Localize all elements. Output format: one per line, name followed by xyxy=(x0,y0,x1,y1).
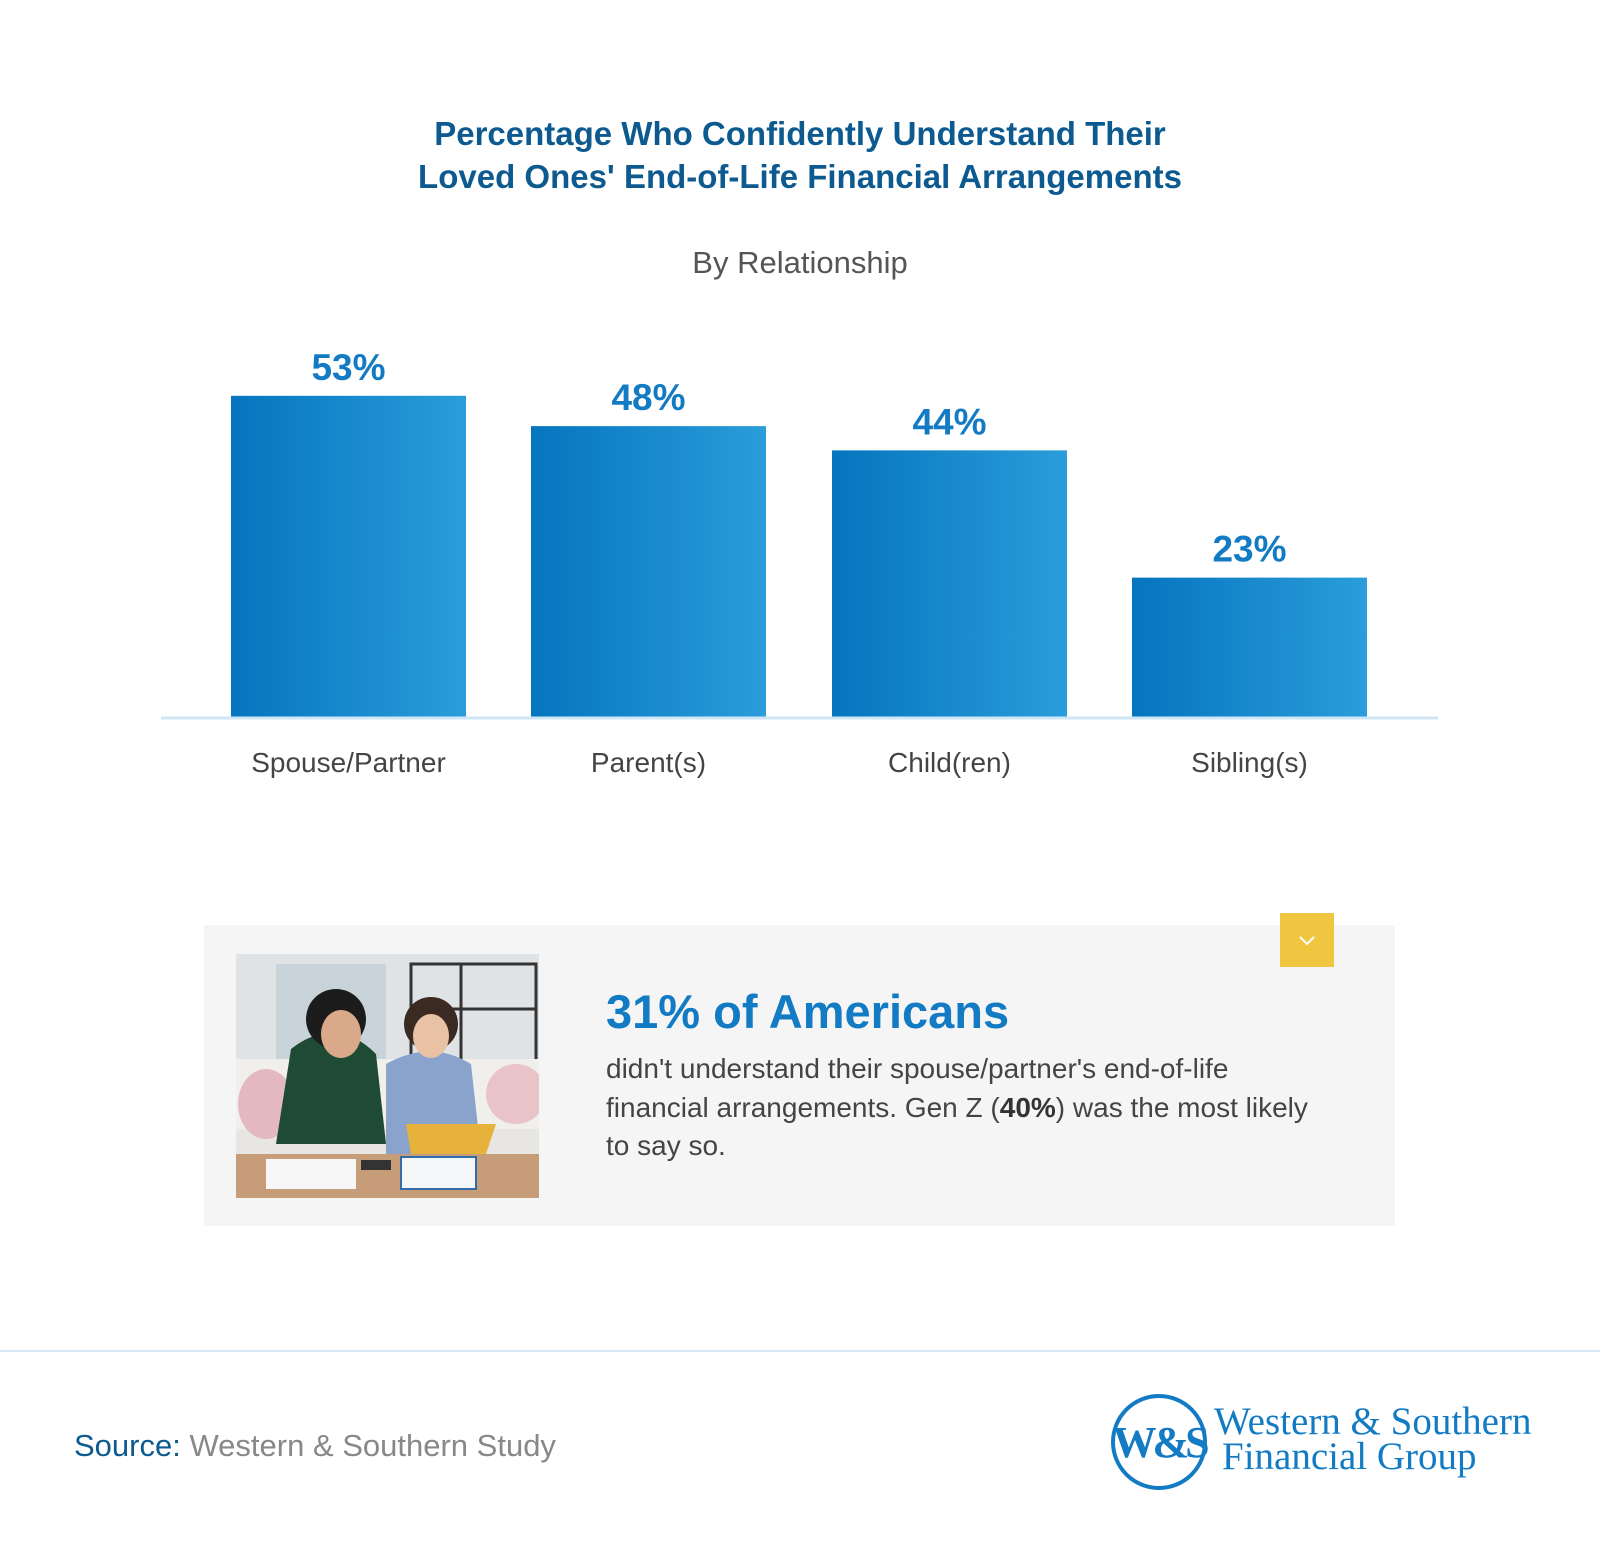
category-label: Parent(s) xyxy=(591,747,706,778)
bar-value-label: 23% xyxy=(1212,529,1286,570)
logo-line-1: Western & Southern xyxy=(1214,1400,1532,1443)
title-line-1: Percentage Who Confidently Understand Th… xyxy=(434,115,1166,152)
category-label: Sibling(s) xyxy=(1191,747,1308,778)
bar-3 xyxy=(1132,577,1367,717)
company-logo-text: Western & Southern Financial Group xyxy=(1214,1400,1532,1478)
callout-headline: 31% of Americans xyxy=(606,985,1010,1038)
body-text: didn't understand their spouse/partner's… xyxy=(606,1053,1229,1123)
bar-value-label: 44% xyxy=(912,401,986,442)
chevron-down-button[interactable] xyxy=(1280,913,1334,967)
callout-body: didn't understand their spouse/partner's… xyxy=(606,1050,1326,1166)
bar-0 xyxy=(231,395,466,717)
chart-title: Percentage Who Confidently Understand Th… xyxy=(0,112,1600,198)
bar-chart: 53% Spouse/Partner 48% Parent(s) 44% Child(re… xyxy=(161,347,1438,778)
source-note: Source: Western & Southern Study xyxy=(74,1428,556,1464)
chart-subtitle: By Relationship xyxy=(692,245,908,280)
category-label: Child(ren) xyxy=(888,747,1011,778)
title-line-2: Loved Ones' End-of-Life Financial Arrang… xyxy=(418,158,1182,195)
ws-logo-mark: W&S xyxy=(1111,1394,1210,1490)
couple-photo xyxy=(236,954,539,1198)
body-highlight: 40% xyxy=(999,1091,1056,1123)
body-text-end: ) was the most likely to say so. xyxy=(606,1091,1308,1162)
bar-2 xyxy=(832,450,1067,717)
bar-1 xyxy=(531,426,766,717)
category-label: Spouse/Partner xyxy=(251,747,446,778)
source-label: Source: xyxy=(74,1428,181,1463)
bar-value-label: 48% xyxy=(611,377,685,418)
logo-line-2: Financial Group xyxy=(1222,1435,1477,1478)
chevron-down-icon xyxy=(1299,936,1315,946)
footer-divider xyxy=(0,1350,1600,1352)
bar-value-label: 53% xyxy=(311,347,385,388)
svg-text:W&S: W&S xyxy=(1112,1418,1208,1467)
source-text: Western & Southern Study xyxy=(189,1428,556,1463)
